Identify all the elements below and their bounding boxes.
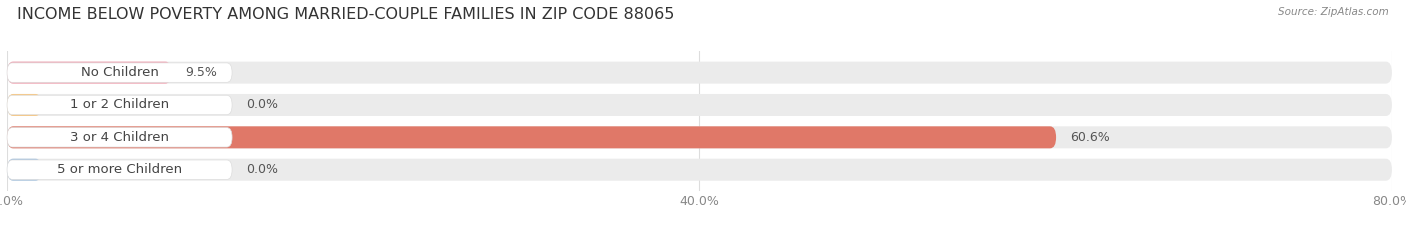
Text: 60.6%: 60.6% <box>1070 131 1109 144</box>
FancyBboxPatch shape <box>7 159 42 181</box>
FancyBboxPatch shape <box>7 126 1392 148</box>
FancyBboxPatch shape <box>7 94 1392 116</box>
Text: Source: ZipAtlas.com: Source: ZipAtlas.com <box>1278 7 1389 17</box>
FancyBboxPatch shape <box>7 62 1392 84</box>
Text: 0.0%: 0.0% <box>246 163 278 176</box>
Text: 5 or more Children: 5 or more Children <box>58 163 183 176</box>
FancyBboxPatch shape <box>7 94 42 116</box>
FancyBboxPatch shape <box>7 63 232 82</box>
Text: 3 or 4 Children: 3 or 4 Children <box>70 131 169 144</box>
Text: 1 or 2 Children: 1 or 2 Children <box>70 99 169 111</box>
FancyBboxPatch shape <box>7 95 232 115</box>
Text: 0.0%: 0.0% <box>246 99 278 111</box>
Text: 9.5%: 9.5% <box>186 66 217 79</box>
Text: INCOME BELOW POVERTY AMONG MARRIED-COUPLE FAMILIES IN ZIP CODE 88065: INCOME BELOW POVERTY AMONG MARRIED-COUPL… <box>17 7 675 22</box>
Text: No Children: No Children <box>80 66 159 79</box>
FancyBboxPatch shape <box>7 62 172 84</box>
FancyBboxPatch shape <box>7 160 232 179</box>
FancyBboxPatch shape <box>7 128 232 147</box>
FancyBboxPatch shape <box>7 126 1056 148</box>
FancyBboxPatch shape <box>7 159 1392 181</box>
